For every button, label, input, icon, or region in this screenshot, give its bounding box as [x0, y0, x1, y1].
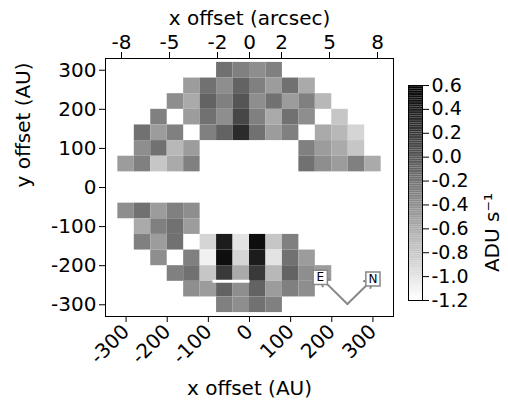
- svg-text:-300: -300: [51, 292, 96, 316]
- svg-text:8: 8: [371, 30, 384, 54]
- svg-text:N: N: [368, 272, 377, 286]
- svg-text:-0.6: -0.6: [432, 217, 469, 239]
- svg-text:-1.2: -1.2: [432, 289, 469, 311]
- svg-text:-0.4: -0.4: [432, 193, 469, 215]
- svg-text:0.2: 0.2: [432, 121, 462, 143]
- svg-text:0.6: 0.6: [432, 74, 462, 96]
- svg-text:5: 5: [323, 30, 336, 54]
- svg-text:0: 0: [84, 175, 97, 199]
- svg-text:x offset (AU): x offset (AU): [187, 376, 312, 400]
- svg-text:0: 0: [232, 319, 258, 345]
- svg-text:-200: -200: [51, 253, 96, 277]
- svg-text:-100: -100: [167, 319, 216, 368]
- svg-text:0: 0: [243, 30, 256, 54]
- svg-text:-2: -2: [208, 30, 228, 54]
- svg-text:-0.8: -0.8: [432, 241, 469, 263]
- svg-text:-0.2: -0.2: [432, 169, 469, 191]
- svg-text:200: 200: [296, 319, 340, 363]
- svg-text:300: 300: [58, 58, 96, 82]
- svg-text:-8: -8: [112, 30, 132, 54]
- svg-text:-1.0: -1.0: [432, 265, 469, 287]
- svg-text:y offset (AU): y offset (AU): [11, 62, 35, 187]
- svg-text:-5: -5: [160, 30, 180, 54]
- svg-text:-300: -300: [85, 319, 134, 368]
- svg-text:0.0: 0.0: [432, 145, 462, 167]
- svg-text:E: E: [316, 270, 324, 284]
- svg-text:ADU s⁻¹: ADU s⁻¹: [480, 193, 504, 272]
- svg-text:0.4: 0.4: [432, 97, 462, 119]
- svg-text:-200: -200: [126, 319, 175, 368]
- svg-text:300: 300: [337, 319, 381, 363]
- svg-text:-100: -100: [51, 214, 96, 238]
- svg-text:100: 100: [58, 136, 96, 160]
- svg-text:100: 100: [255, 319, 299, 363]
- svg-text:200: 200: [58, 97, 96, 121]
- svg-text:2: 2: [275, 30, 288, 54]
- svg-text:x offset (arcsec): x offset (arcsec): [169, 6, 331, 30]
